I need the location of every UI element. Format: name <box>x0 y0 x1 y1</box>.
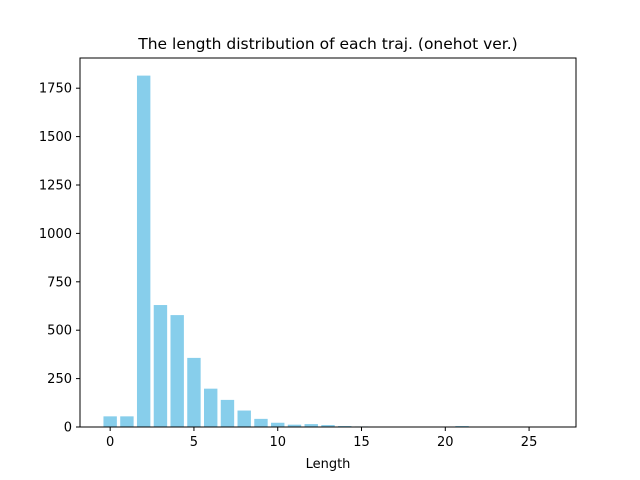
bar-3 <box>153 305 168 427</box>
y-tick-label: 750 <box>47 275 72 290</box>
plot-frame <box>79 57 577 428</box>
x-tick-label: 15 <box>353 435 370 450</box>
y-tick-label: 250 <box>47 372 72 387</box>
x-axis-ticks: 0 5 10 15 20 25 <box>106 427 537 450</box>
bar-10 <box>271 422 285 427</box>
x-tick-label: 0 <box>106 435 114 450</box>
y-tick-label: 1000 <box>39 227 72 242</box>
y-tick-label: 1500 <box>39 130 72 145</box>
bar-0 <box>103 416 117 427</box>
chart-title: The length distribution of each traj. (o… <box>137 35 517 53</box>
bar-9 <box>254 418 268 427</box>
y-axis-ticks: 0 250 500 750 1000 1250 1500 1750 <box>39 82 80 436</box>
y-tick-label: 0 <box>64 421 72 436</box>
bars-group <box>103 75 553 427</box>
x-tick-label: 5 <box>190 435 198 450</box>
x-tick-label: 10 <box>269 435 286 450</box>
bar-2 <box>136 75 151 427</box>
x-tick-label: 20 <box>437 435 454 450</box>
bar-7 <box>220 399 235 427</box>
x-axis-label: Length <box>306 457 351 472</box>
bar-11 <box>287 424 302 427</box>
bar-4 <box>170 315 184 427</box>
y-tick-label: 500 <box>47 324 72 339</box>
y-tick-label: 1750 <box>39 82 72 97</box>
y-tick-label: 1250 <box>39 179 72 194</box>
bar-8 <box>237 410 251 427</box>
bar-13 <box>321 425 335 427</box>
bar-5 <box>187 357 201 427</box>
bar-12 <box>304 424 318 427</box>
bar-1 <box>120 416 134 427</box>
x-tick-label: 25 <box>521 435 538 450</box>
bar-6 <box>204 388 218 427</box>
